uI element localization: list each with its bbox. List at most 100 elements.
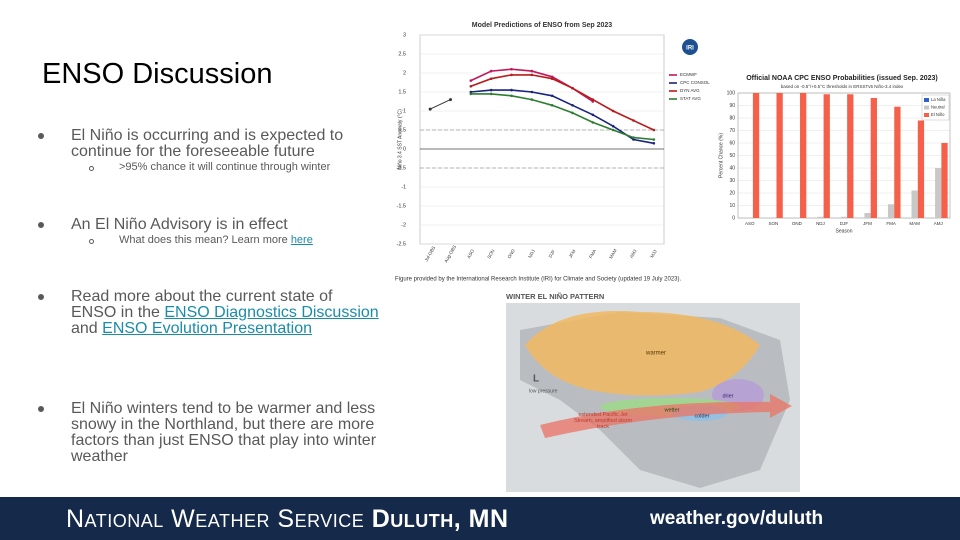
x-tick-label: ASO	[466, 248, 475, 259]
chart-title: Model Predictions of ENSO from Sep 2023	[472, 22, 613, 29]
sub-bullet	[89, 239, 94, 244]
series-point	[530, 98, 534, 101]
link[interactable]: here	[290, 234, 313, 246]
series-point	[469, 90, 473, 94]
series-point	[591, 113, 595, 117]
y-tick-label: 3	[403, 32, 406, 38]
footer-url[interactable]: weather.gov/duluth	[650, 508, 824, 529]
x-tick-label: SON	[768, 221, 778, 226]
series-point	[571, 104, 574, 107]
map-low-symbol: L	[533, 374, 539, 385]
legend-label: STAT AVG	[680, 96, 701, 101]
bullet	[38, 133, 44, 139]
y-tick-label: 20	[729, 190, 735, 196]
bullet	[38, 406, 44, 412]
legend-label: DYN AVG	[680, 88, 700, 93]
series-point	[571, 86, 574, 90]
legend-label: CPC CONSOL	[680, 80, 710, 85]
x-tick-label: NDJ	[527, 249, 536, 259]
series-point	[632, 119, 635, 122]
warmer-area	[525, 310, 760, 396]
legend-label: Neutral	[931, 105, 945, 110]
bar	[917, 120, 925, 218]
y-tick-label: 80	[729, 115, 735, 121]
legend-label: La Niña	[931, 97, 946, 102]
office-name: Duluth, MN	[371, 505, 509, 533]
y-tick-label: 90	[729, 103, 735, 109]
series-point	[652, 142, 656, 145]
chart-subtitle: based on -0.5°/+0.5°C thresholds in ERSS…	[781, 84, 904, 89]
series-line	[470, 93, 654, 141]
x-tick-label: MJJ	[649, 249, 657, 259]
bar	[887, 204, 895, 218]
series-point	[611, 109, 615, 113]
series-point	[469, 79, 473, 82]
iri-logo-text: IRI	[686, 46, 694, 52]
x-tick-label: AMJ	[934, 221, 943, 226]
x-tick-label: FMA	[886, 221, 896, 226]
chart-title: Official NOAA CPC ENSO Probabilities (is…	[746, 75, 938, 82]
bar	[800, 93, 807, 218]
series-point	[550, 94, 554, 98]
observed-line	[429, 99, 451, 110]
series-point	[469, 92, 473, 96]
y-tick-label: 60	[729, 140, 735, 146]
x-tick-label: FMA	[588, 248, 597, 259]
bar	[752, 93, 760, 218]
series-point	[530, 69, 534, 73]
bar	[870, 98, 877, 218]
series-point	[530, 73, 534, 77]
map	[506, 303, 800, 492]
map-label: low pressure	[529, 388, 558, 394]
bullet	[38, 294, 44, 300]
y-tick-label: 30	[729, 178, 735, 184]
y-tick-label: 10	[729, 203, 735, 209]
legend-swatch	[924, 113, 929, 117]
y-tick-label: 40	[729, 165, 735, 171]
map-label: drier	[722, 393, 733, 399]
x-tick-label: Aug-OBS	[443, 244, 457, 263]
bar	[911, 190, 918, 218]
y-tick-label: 2.5	[398, 51, 406, 57]
series-point	[652, 138, 656, 141]
sub-bullet-text: What does this mean? Learn more	[119, 234, 291, 246]
x-tick-label: ASO	[745, 221, 755, 226]
jet-stream-arrow	[540, 394, 792, 438]
series-point	[652, 128, 656, 132]
sub-bullet-text: >95% chance it will continue through win…	[119, 161, 331, 173]
figures: IRI IRI Figure provided by the Internati…	[395, 22, 951, 492]
y-tick-label: -1	[401, 184, 406, 190]
series-point	[611, 124, 615, 128]
map-label: extended Pacific Jet Stream, amplified s…	[573, 412, 633, 430]
y-tick-label: -0.5	[397, 165, 406, 171]
x-tick-label: Jul-OBS	[424, 245, 437, 262]
bar	[840, 216, 848, 218]
link[interactable]: ENSO Evolution Presentation	[102, 320, 313, 337]
legend-label: ECMWF	[680, 72, 697, 77]
link[interactable]: ENSO Diagnostics Discussion	[164, 304, 379, 321]
x-tick-label: MAM	[909, 221, 920, 226]
figure-caption: Figure provided by the International Res…	[395, 277, 681, 283]
footer: National Weather Service Duluth, MN weat…	[0, 497, 960, 540]
series-point	[611, 128, 615, 132]
series-point	[550, 75, 554, 79]
bullet-text: El Niño winters tend to be warmer and le…	[71, 400, 377, 465]
y-tick-label: 50	[729, 153, 735, 159]
bullet-text: An El Niño Advisory is in effect	[71, 216, 288, 233]
y-tick-label: 70	[729, 128, 735, 134]
series-point	[530, 90, 534, 94]
series-point	[489, 92, 493, 96]
agency-name: National Weather Service	[66, 505, 365, 533]
series-line	[470, 74, 655, 131]
x-tick-label: SON	[486, 248, 495, 259]
bullet-text: El Niño is occurring and is expected to …	[71, 127, 344, 160]
observed-point	[428, 107, 432, 111]
bar	[941, 143, 948, 218]
y-axis-label: Niño 3.4 SST Anomaly (°C)	[397, 109, 403, 170]
x-tick-label: AMJ	[629, 249, 638, 259]
bullet-text: Read more about the current state of ENS…	[71, 288, 333, 321]
y-tick-label: -1.5	[397, 203, 406, 209]
x-tick-label: DJF	[840, 221, 848, 226]
series-point	[469, 85, 473, 88]
